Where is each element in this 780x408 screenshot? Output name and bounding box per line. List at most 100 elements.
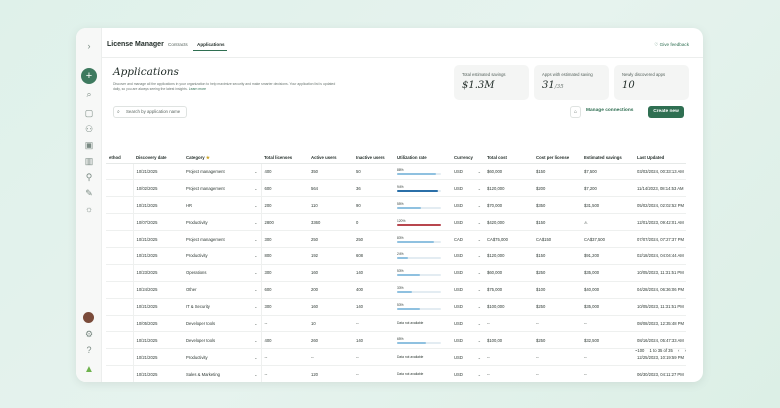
cell-category[interactable]: Developer tools ⌄	[183, 331, 261, 350]
cell-per: --	[533, 365, 581, 382]
column-header[interactable]: Active users	[308, 153, 353, 164]
cell-currency[interactable]: USD ⌄	[451, 281, 484, 299]
cell-category[interactable]: Productivity ⌄	[183, 348, 261, 367]
cell-active: 250	[308, 230, 353, 248]
column-header[interactable]: Cost per license	[533, 153, 581, 164]
cell-currency[interactable]: USD ⌄	[451, 298, 484, 316]
cell-category[interactable]: Project management ⌄	[183, 179, 261, 198]
give-feedback-link[interactable]: ♡ Give feedback	[654, 42, 689, 47]
chevron-down-icon: ⌄	[477, 219, 481, 225]
chevron-down-icon: ⌄	[254, 202, 258, 208]
cell-category[interactable]: Productivity ⌄	[183, 213, 261, 232]
avatar[interactable]	[83, 312, 94, 323]
cell-active: --	[308, 348, 353, 367]
search-icon[interactable]: ⌕	[86, 88, 92, 99]
table-row[interactable]: 10/21/2025 Productivity ⌄ 800 192 608 24% USD ⌄ $…	[106, 247, 686, 265]
table-row[interactable]: 10/21/2025 Sales & Marketing ⌄ -- 120 -- Data …	[106, 365, 686, 382]
cell-currency[interactable]: USD ⌄	[451, 331, 484, 350]
manage-connections-button[interactable]: Manage connections	[586, 108, 634, 113]
cell-savings: --	[581, 348, 634, 367]
create-new-button[interactable]: Create new	[648, 106, 684, 118]
table-row[interactable]: 10/21/2025 IT & Security ⌄ 300 160 140 53% USD ⌄…	[106, 298, 686, 316]
chevron-down-icon: ⌄	[477, 371, 481, 377]
tab-contracts[interactable]: Contracts	[168, 42, 188, 47]
column-header[interactable]: Last Updated	[634, 153, 686, 164]
expand-chevron-icon[interactable]: ›	[87, 41, 91, 51]
chevron-down-icon: ⌄	[254, 168, 258, 174]
cell-active: 10	[308, 315, 353, 333]
left-rail: › + ⌕ ▢ ⚇ ▣ ▥ ⚲ ✎ ☼ ⚙ ? ▲	[76, 28, 102, 382]
prev-page-icon[interactable]: ‹	[678, 348, 680, 353]
cell-category[interactable]: Developer tools ⌄	[183, 315, 261, 333]
learn-more-link[interactable]: Learn more	[188, 87, 207, 92]
cell-currency[interactable]: USD ⌄	[451, 315, 484, 333]
cell-category[interactable]: Productivity ⌄	[183, 247, 261, 265]
cell-category[interactable]: Operations ⌄	[183, 264, 261, 282]
table-row[interactable]: 10/21/2025 HR ⌄ 200 110 90 55% USD ⌄ $70,000 $350 $…	[106, 196, 686, 215]
cell-currency[interactable]: USD ⌄	[451, 163, 484, 181]
column-header[interactable]: Discovery date	[133, 153, 183, 164]
add-icon[interactable]: +	[81, 68, 97, 84]
tab-applications[interactable]: Applications	[197, 42, 225, 47]
chevron-down-icon: ⌄	[477, 287, 481, 293]
app-window: › + ⌕ ▢ ⚇ ▣ ▥ ⚲ ✎ ☼ ⚙ ? ▲ License Manage…	[76, 28, 703, 382]
cell-category[interactable]: HR ⌄	[183, 196, 261, 215]
cell-inactive: 140	[353, 298, 394, 316]
column-header[interactable]: Total cost	[484, 153, 533, 164]
grid-icon[interactable]: ▣	[84, 139, 94, 150]
column-header[interactable]: Currency	[451, 153, 484, 164]
chevron-down-icon: ⌄	[254, 337, 258, 343]
cell-updated: 11/14/2023, 08:14:53 AM	[634, 179, 686, 198]
chevron-down-icon: ⌄	[477, 202, 481, 208]
sort-star-icon: ★	[205, 154, 210, 160]
cell-category[interactable]: Other ⌄	[183, 281, 261, 299]
next-page-icon[interactable]: ›	[684, 348, 686, 353]
help-icon[interactable]: ?	[86, 345, 92, 355]
column-header[interactable]: Total licenses	[261, 153, 308, 164]
cell-category[interactable]: IT & Security ⌄	[183, 298, 261, 316]
column-header[interactable]: Category ★	[183, 153, 261, 164]
column-header[interactable]: Estimated savings	[581, 153, 634, 164]
table-row[interactable]: 10/07/2025 Productivity ⌄ 2800 3360 0 120% USD ⌄…	[106, 213, 686, 232]
table-row[interactable]: 10/21/2025 Productivity ⌄ -- -- -- Data not av…	[106, 348, 686, 367]
per-page-select[interactable]: ~100	[634, 348, 645, 353]
cell-currency[interactable]: USD ⌄	[451, 213, 484, 232]
cell-savings: CA$37,500	[581, 230, 634, 248]
cell-currency[interactable]: USD ⌄	[451, 247, 484, 265]
cell-category[interactable]: Project management ⌄	[183, 163, 261, 181]
cell-currency[interactable]: USD ⌄	[451, 196, 484, 215]
cell-method	[106, 163, 133, 181]
table-row[interactable]: 10/21/2025 Project management ⌄ 400 350 50 88%…	[106, 163, 686, 181]
inbox-icon[interactable]: ▢	[84, 107, 94, 118]
cell-currency[interactable]: CAD ⌄	[451, 230, 484, 248]
chart-icon[interactable]: ▥	[84, 155, 94, 166]
lock-button[interactable]: ⌂	[570, 106, 581, 118]
column-header[interactable]: Utilization rate	[394, 153, 451, 164]
cell-active: 120	[308, 365, 353, 382]
cell-inactive: --	[353, 315, 394, 333]
table-row[interactable]: 10/21/2025 Project management ⌄ 300 250 250 83…	[106, 230, 686, 248]
cell-currency[interactable]: USD ⌄	[451, 179, 484, 198]
bulb-icon[interactable]: ☼	[84, 204, 94, 214]
search-input[interactable]: ⌕ Search by application name	[113, 106, 187, 118]
cell-category[interactable]: Sales & Marketing ⌄	[183, 365, 261, 382]
people-icon[interactable]: ⚇	[84, 123, 94, 134]
settings-icon[interactable]: ⚙	[84, 328, 94, 339]
table-row[interactable]: 10/24/2025 Other ⌄ 600 200 400 33% USD ⌄ $75,000 $…	[106, 281, 686, 299]
table-row[interactable]: 10/05/2025 Developer tools ⌄ -- 10 -- Data not…	[106, 315, 686, 333]
table-row[interactable]: 10/23/2025 Operations ⌄ 300 160 140 53% USD ⌄ $60…	[106, 264, 686, 282]
table-row[interactable]: 10/02/2025 Project management ⌄ 600 564 36 94%…	[106, 179, 686, 198]
cell-active: 350	[308, 163, 353, 181]
cell-inactive: --	[353, 348, 394, 367]
cell-currency[interactable]: USD ⌄	[451, 348, 484, 367]
table-row[interactable]: 10/21/2025 Developer tools ⌄ 400 260 140 65% US…	[106, 331, 686, 350]
tools-icon[interactable]: ✎	[85, 187, 93, 198]
cell-per: $250	[533, 331, 581, 350]
column-header[interactable]: ethod	[106, 153, 133, 164]
cell-currency[interactable]: USD ⌄	[451, 365, 484, 382]
link-icon[interactable]: ⚲	[85, 171, 93, 182]
cell-currency[interactable]: USD ⌄	[451, 264, 484, 282]
column-header[interactable]: Inactive users	[353, 153, 394, 164]
cell-licenses: 300	[260, 264, 308, 282]
cell-category[interactable]: Project management ⌄	[183, 230, 261, 248]
